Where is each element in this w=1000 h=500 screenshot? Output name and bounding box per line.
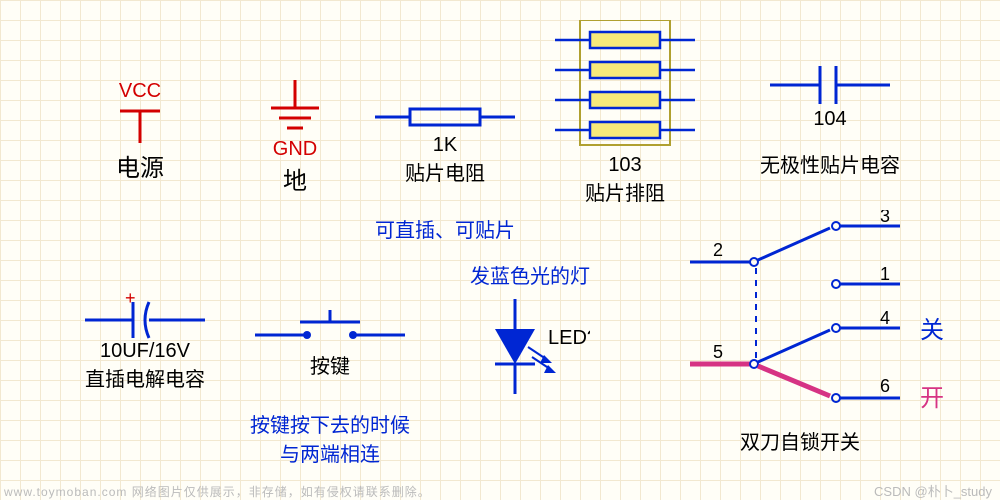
svg-text:4: 4 [880,308,890,328]
res-array-value: 103 [545,154,705,177]
svg-text:关: 关 [920,317,944,344]
cap-np-value: 104 [730,108,930,131]
gnd-value: GND [235,138,355,161]
svg-text:3: 3 [880,210,890,226]
resistor-value: 1K [365,134,525,157]
led-symbol: 发蓝色光的灯 LED? [420,260,640,399]
cap-np-name: 无极性贴片电容 [730,149,930,178]
switch-symbol: 2 3 1 5 4 6 关 开 双刀自锁开关 [680,210,980,455]
svg-text:1: 1 [880,264,890,284]
resistor-array-symbol: 103 贴片排阻 [545,20,705,206]
watermark-text: CSDN @朴卜_study [874,481,992,500]
capacitor-np-symbol: 104 无极性贴片电容 [730,60,930,178]
gnd-name: 地 [235,161,355,196]
resistor-symbol: 1K 贴片电阻 可直插、可贴片 [365,100,525,243]
svg-text:2: 2 [713,240,723,260]
cap-el-name: 直插电解电容 [55,363,235,392]
vcc-value: VCC [80,80,200,103]
resistor-note: 可直插、可贴片 [365,214,525,243]
button-symbol: 按键 按键按下去的时候 与两端相连 [230,300,430,467]
resistor-name: 贴片电阻 [365,157,525,186]
footer-text: www.toymoban.com 网络图片仅供展示，非存储，如有侵权请联系删除。 [4,483,431,500]
gnd-symbol: GND 地 [235,80,355,196]
button-note2: 与两端相连 [230,438,430,467]
capacitor-el-symbol: + 10UF/16V 直插电解电容 [55,290,235,392]
cap-el-value: 10UF/16V [55,340,235,363]
vcc-symbol: VCC 电源 [80,80,200,183]
svg-text:6: 6 [880,376,890,396]
led-note: 发蓝色光的灯 [420,260,640,289]
button-name: 按键 [230,350,430,379]
button-note1: 按键按下去的时候 [230,409,430,438]
vcc-name: 电源 [80,148,200,183]
res-array-name: 贴片排阻 [545,177,705,206]
svg-text:开: 开 [920,385,944,412]
led-label: LED? [548,327,590,349]
svg-text:5: 5 [713,342,723,362]
switch-name: 双刀自锁开关 [620,426,980,455]
